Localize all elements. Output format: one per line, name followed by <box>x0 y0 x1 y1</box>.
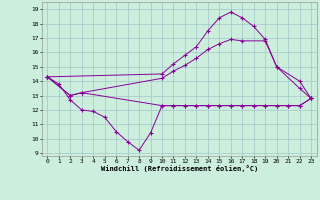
X-axis label: Windchill (Refroidissement éolien,°C): Windchill (Refroidissement éolien,°C) <box>100 165 258 172</box>
